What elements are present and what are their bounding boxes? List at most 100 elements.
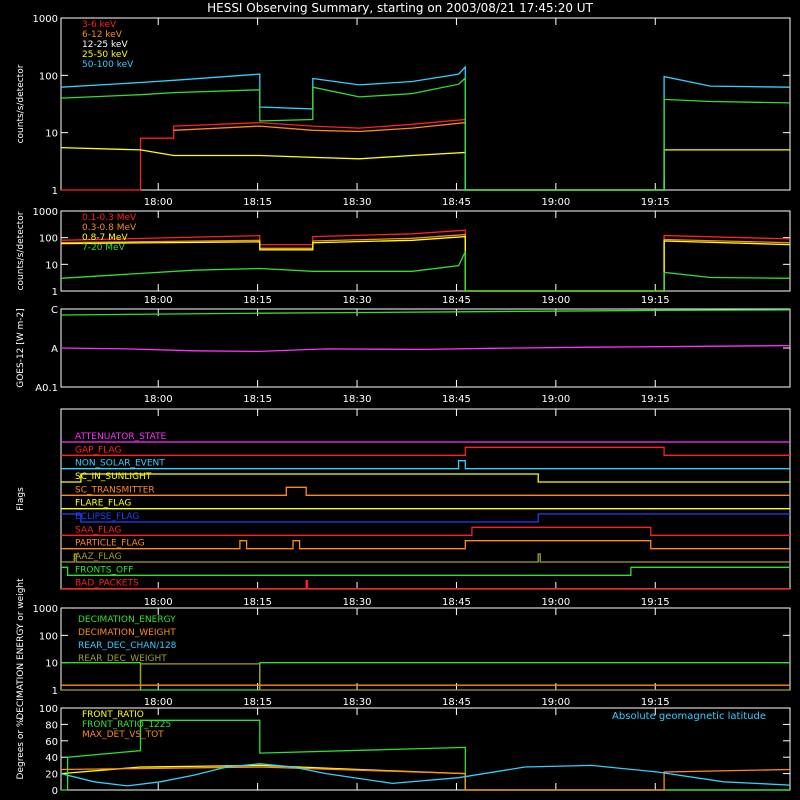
panel-hi-energy: 1 10 100 1000 18:00 18:15 18:30 18:45 19:00 19:15…	[16, 207, 791, 306]
legend-entry: MAX_DET_VS_TOT	[82, 730, 164, 740]
x-tick-label: 19:00	[541, 697, 570, 708]
x-tick-label: 18:00	[144, 394, 173, 405]
legend-entry: 0.8-7 MeV	[82, 233, 128, 243]
flag-label: SAA_FLAG	[75, 525, 121, 535]
x-tick-label: 19:15	[641, 394, 670, 405]
panel-decimation: 1 10 100 1000 18:00 18:15 18:30 18:45 19:00 19:15…	[16, 578, 791, 720]
y-tick-label: 1000	[33, 604, 58, 615]
x-tick-label: 18:15	[243, 597, 272, 608]
y-tick-label: 1	[52, 686, 58, 697]
legend-entry: FRONT_RATIO_1225	[82, 720, 171, 730]
panel-frame	[60, 210, 791, 292]
legend-entry: 7-20 MeV	[82, 243, 126, 253]
x-tick-label: 18:45	[442, 394, 471, 405]
flag-label: PARTICLE_FLAG	[75, 539, 145, 549]
series-line	[60, 76, 791, 191]
x-tick-label: 18:45	[442, 197, 471, 208]
legend-entry: 0.1-0.3 MeV	[82, 213, 137, 223]
x-tick-label: 18:45	[442, 697, 471, 708]
panel-annotation: Absolute geomagnetic latitude	[612, 711, 766, 722]
series-line	[61, 513, 790, 523]
y-axis-label: counts/s/detector	[16, 64, 26, 143]
y-tick-label: 1000	[33, 14, 58, 25]
y-tick-label: 10	[45, 129, 58, 140]
flag-label: ATTENUATOR_STATE	[75, 432, 167, 442]
series-line	[61, 580, 790, 590]
y-tick-label: 20	[45, 770, 58, 781]
y-tick-label: 10	[45, 260, 58, 271]
legend-entry: 25-50 keV	[82, 50, 128, 60]
x-tick-label: 19:00	[541, 197, 570, 208]
series-line	[61, 662, 790, 691]
series-line	[60, 763, 791, 787]
y-tick-label: 0	[52, 786, 58, 797]
flag-label: GAP_FLAG	[75, 445, 121, 455]
legend-entry: FRONT_RATIO	[82, 710, 144, 720]
x-tick-label: 18:00	[144, 197, 173, 208]
x-tick-label: 19:00	[541, 394, 570, 405]
flag-label: BAD_PACKETS	[75, 579, 139, 589]
x-tick-label: 18:30	[343, 197, 372, 208]
x-tick-label: 18:30	[343, 394, 372, 405]
flag-label: SC_TRANSMITTER	[75, 485, 155, 495]
y-tick-label: 1	[52, 287, 58, 298]
flag-label: SC_IN_SUNLIGHT	[75, 472, 152, 482]
x-tick-label: 19:15	[641, 697, 670, 708]
flag-label: ECLIPSE_FLAG	[75, 512, 139, 522]
x-tick-label: 19:15	[641, 197, 670, 208]
y-tick-label: 10	[45, 659, 58, 670]
x-tick-label: 18:15	[243, 295, 272, 306]
x-tick-label: 18:00	[144, 697, 173, 708]
legend-entry: REAR_DEC_WEIGHT	[78, 654, 167, 664]
x-tick-label: 18:30	[343, 295, 372, 306]
y-axis-label: DECIMATION ENERGY or weight	[16, 578, 26, 720]
legend-entry: DECIMATION_WEIGHT	[78, 628, 176, 638]
y-tick-label: 60	[45, 737, 58, 748]
legend-entry: 3-6 keV	[82, 20, 117, 30]
plot-title: HESSI Observing Summary, starting on 200…	[207, 1, 593, 15]
x-tick-label: 18:15	[243, 697, 272, 708]
series-line	[61, 446, 790, 456]
legend-entry: DECIMATION_ENERGY	[78, 615, 176, 625]
legend-entry: REAR_DEC_CHAN/128	[78, 641, 177, 651]
legend-entry: 0.3-0.8 MeV	[82, 223, 137, 233]
flag-label: FRONTS_OFF	[75, 565, 133, 575]
x-tick-label: 18:45	[442, 597, 471, 608]
x-tick-label: 19:00	[541, 597, 570, 608]
panel-flags: 18:00 18:15 18:30 18:45 19:00 19:15 Flags ATTEN…	[16, 408, 791, 608]
series-line	[61, 566, 790, 576]
panel-goes: A0.1 A C 18:00 18:15 18:30 18:45 19:00 19:15 GOES…	[16, 305, 791, 405]
series-line	[61, 473, 790, 483]
legend-entry: 50-100 keV	[82, 60, 134, 70]
legend-entry: 12-25 keV	[82, 40, 128, 50]
series-line	[60, 309, 791, 316]
x-tick-label: 18:15	[243, 197, 272, 208]
series-line	[61, 460, 790, 470]
y-axis-label: counts/s/detector	[16, 211, 26, 290]
y-tick-label: 40	[45, 753, 58, 764]
x-tick-label: 18:00	[144, 597, 173, 608]
x-tick-label: 18:00	[144, 295, 173, 306]
series-line	[60, 344, 791, 353]
flag-label: FLARE_FLAG	[75, 499, 131, 509]
x-tick-label: 19:15	[641, 597, 670, 608]
series-line	[61, 663, 790, 691]
y-tick-label: 100	[39, 71, 58, 82]
y-axis-label: Flags	[16, 487, 26, 511]
x-tick-label: 18:30	[343, 697, 372, 708]
x-tick-label: 19:00	[541, 295, 570, 306]
legend-entry: 6-12 keV	[82, 30, 123, 40]
y-tick-label: 100	[39, 234, 58, 245]
y-tick-label: 100	[39, 704, 58, 715]
series-line	[61, 486, 790, 496]
y-tick-label: 1000	[33, 207, 58, 218]
y-tick-label: C	[51, 305, 58, 316]
panel-lo-energy: 1 10 100 1000 18:00 18:15 18:30 18:45 19:00 19:15…	[16, 14, 791, 208]
x-tick-label: 18:45	[442, 295, 471, 306]
x-tick-label: 18:30	[343, 597, 372, 608]
series-line	[61, 719, 790, 791]
series-line	[61, 540, 790, 550]
